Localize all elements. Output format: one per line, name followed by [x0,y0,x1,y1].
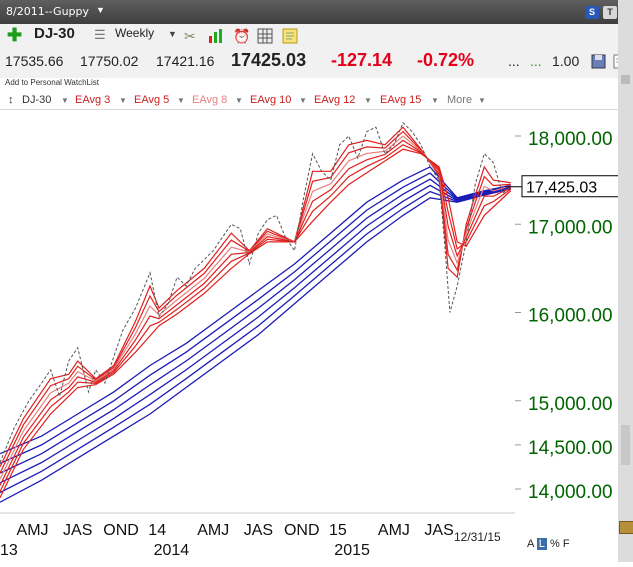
x-year-label-2: 2015 [334,542,370,559]
log-scale-toggle[interactable]: L [536,538,547,550]
x-tick-label-6: OND [284,522,320,539]
x-tick-label-4: AMJ [197,522,229,539]
price-chart[interactable]: 14,000.00 14,500.00 15,000.00 16,000.00 17,0… [0,110,618,562]
x-tick-label-3: 14 [148,522,166,539]
x-tick-label-7: 15 [329,522,347,539]
legend-more-chevron-icon[interactable]: ▼ [478,96,486,105]
short-ema5-line [0,130,511,474]
legend-item-6-chevron-icon[interactable]: ▼ [431,96,439,105]
x-tick-label-5: JAS [244,522,273,539]
legend-item-4[interactable]: EAvg 10 [250,94,292,106]
legend-item-5[interactable]: EAvg 12 [314,94,356,106]
y-tick-label-5: 18,000.00 [528,129,613,150]
x-year-label-1: 2014 [154,542,190,559]
high-value: 17750.02 [80,53,139,69]
scale-options[interactable]: A L % F [527,538,570,550]
short-ema3-line [0,126,511,468]
short-ema10-line [0,139,512,486]
y-tick-label-0: 14,000.00 [528,482,613,503]
save-disk-icon[interactable] [591,54,607,70]
percent-change: -0.72% [417,50,475,70]
long-ema-line-1 [0,172,511,464]
add-symbol-plus-icon[interactable]: ✚ [7,25,23,45]
short-ema8-line [0,135,511,480]
scale-value: 1.00 [552,53,580,69]
list-icon[interactable]: ☰ [94,27,106,42]
legend-item-2[interactable]: EAvg 5 [134,94,170,106]
long-ema-line-2 [0,178,511,474]
notes-icon[interactable] [282,28,298,44]
last-price: 17425.03 [231,50,307,70]
last-value-box [521,175,618,198]
legend-item-3-chevron-icon[interactable]: ▼ [235,96,243,105]
y-tick-label-3: 16,000.00 [528,306,613,327]
calculator-grid-icon[interactable] [257,28,273,44]
more-dots[interactable]: ... [508,53,520,69]
frequency-dropdown[interactable]: Weekly [115,26,155,40]
low-value: 17421.16 [156,53,215,69]
long-ema-line-5 [0,188,511,503]
y-tick-label-1: 14,500.00 [528,438,613,459]
indicators-chart-icon[interactable] [208,28,224,44]
legend-item-4-chevron-icon[interactable]: ▼ [299,96,307,105]
date-label: 12/31/15 [454,530,501,544]
legend-item-0[interactable]: DJ-30 [22,94,52,106]
legend-item-0-chevron-icon[interactable]: ▼ [61,96,69,105]
symbol-label[interactable]: DJ-30 [34,25,75,42]
legend-item-6[interactable]: EAvg 15 [380,94,422,106]
x-tick-label-0: AMJ [17,522,49,539]
y-tick-label-4: 17,000.00 [528,217,613,238]
short-ema15-line [0,148,512,499]
s-menu-button[interactable]: S [585,6,599,19]
long-ema-line-4 [0,187,511,494]
tools-icon[interactable]: ✂ [184,28,196,44]
legend-item-more[interactable]: More [447,94,473,106]
title-chevron-down-icon[interactable]: ▼ [96,5,105,15]
quote-bar: 17535.66 17750.02 17421.16 17425.03 -127… [0,48,633,78]
long-ema-line-3 [0,184,511,484]
add-to-watchlist-link[interactable]: Add to Personal WatchList [5,78,99,87]
alarm-clock-icon[interactable]: ⏰ [233,28,251,44]
legend-item-1[interactable]: EAvg 3 [75,94,111,106]
t-menu-button[interactable]: T [603,6,617,19]
legend-item-1-chevron-icon[interactable]: ▼ [119,96,127,105]
legend-arrow-icon[interactable]: ↕ [8,94,14,106]
chart-toolbar: ✚ DJ-30 ☰ Weekly ▼ ✂ ⏰ [0,24,633,48]
frequency-chevron-down-icon[interactable]: ▼ [168,29,177,39]
last-value-label: 17,425.03 [526,180,597,197]
more-dots-green[interactable]: ... [530,53,542,69]
window-title-bar: 8/2011--Guppy ▼ S T [0,0,633,24]
price-line [0,121,512,463]
legend-item-2-chevron-icon[interactable]: ▼ [177,96,185,105]
x-tick-label-9: JAS [424,522,453,539]
indicator-legend: ↕ DJ-30 ▼ EAvg 3 ▼ EAvg 5 ▼ EAvg 8 ▼ EAv… [0,91,633,110]
legend-item-5-chevron-icon[interactable]: ▼ [364,96,372,105]
x-tick-label-1: JAS [63,522,92,539]
short-ema12-line [0,144,512,492]
legend-item-3[interactable]: EAvg 8 [192,94,228,106]
x-tick-label-8: AMJ [378,522,410,539]
x-year-label-0: 13 [0,542,18,559]
open-value: 17535.66 [5,53,64,69]
x-tick-label-2: OND [103,522,139,539]
right-scroll-strip[interactable] [618,0,633,562]
price-change: -127.14 [331,50,393,70]
print-icon[interactable] [619,521,633,534]
window-title: 8/2011--Guppy [6,5,90,18]
y-tick-label-2: 15,000.00 [528,394,613,415]
